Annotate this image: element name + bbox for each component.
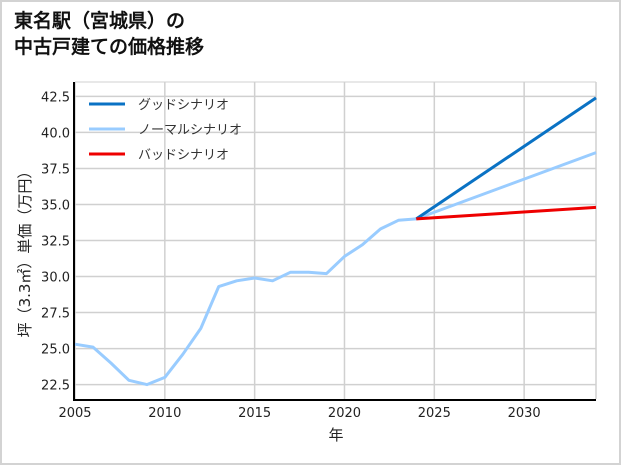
y-axis-label: 坪（3.3㎡）単価（万円） <box>16 164 34 338</box>
y-tick-label: 25.0 <box>41 343 70 358</box>
y-tick-label: 27.5 <box>41 307 70 322</box>
legend-label: ノーマルシナリオ <box>138 123 242 138</box>
x-tick-label: 2030 <box>508 406 541 421</box>
series-line <box>416 205 597 221</box>
chart-title-line1: 東名駅（宮城県）の <box>14 10 186 32</box>
y-tick-label: 37.5 <box>41 162 70 177</box>
axes <box>73 82 596 401</box>
legend-label: バッドシナリオ <box>138 148 229 163</box>
x-tick-label: 2015 <box>238 406 271 421</box>
x-tick-label: 2025 <box>418 406 451 421</box>
tick-labels: 2005 2010 2015 2020 2025 2030 22.5 25.0 27.5 30.0… <box>41 90 541 421</box>
x-axis-label: 年 <box>328 426 343 444</box>
y-tick-label: 32.5 <box>41 235 70 250</box>
x-tick-label: 2005 <box>58 406 91 421</box>
chart-title: 東名駅（宮城県）の 中古戸建ての価格推移 <box>14 8 204 60</box>
x-tick-label: 2020 <box>328 406 361 421</box>
x-tick-label: 2010 <box>148 406 181 421</box>
y-tick-label: 42.5 <box>41 90 70 105</box>
y-tick-label: 35.0 <box>41 198 70 213</box>
series-line <box>74 151 597 387</box>
y-tick-label: 22.5 <box>41 379 70 394</box>
series-line <box>415 96 597 221</box>
y-tick-label: 30.0 <box>41 271 70 286</box>
grid-lines <box>74 81 597 399</box>
chart-title-line2: 中古戸建ての価格推移 <box>14 36 205 58</box>
data-series <box>74 96 597 387</box>
y-tick-label: 40.0 <box>41 126 70 141</box>
legend-label: グッドシナリオ <box>138 98 229 113</box>
